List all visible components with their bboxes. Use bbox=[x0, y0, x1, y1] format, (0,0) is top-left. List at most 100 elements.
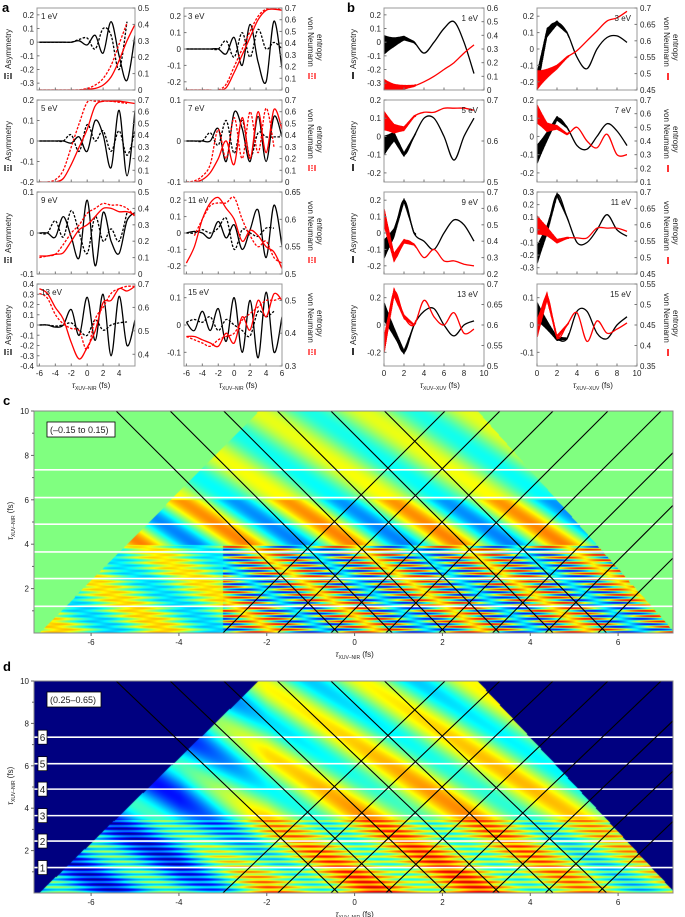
left-tick-label: 0.2 bbox=[23, 11, 35, 20]
right-tick-label: 0.6 bbox=[138, 303, 150, 312]
right-tick-label: 0.65 bbox=[640, 20, 656, 29]
line-number-label: 6 bbox=[40, 733, 46, 744]
series-asymmetry-solid bbox=[39, 21, 135, 82]
svg-text:τXUV–NIR(fs): τXUV–NIR(fs) bbox=[6, 766, 17, 805]
x-tick-label: 4 bbox=[528, 898, 533, 907]
x-axis-title: τXUV–XUV (fs) bbox=[573, 381, 613, 392]
right-tick-label: 0.5 bbox=[138, 188, 150, 197]
series-entropy-dashed bbox=[193, 196, 282, 264]
series-entropy-solid bbox=[39, 100, 135, 182]
entropy-label-line2: entropy bbox=[671, 34, 680, 61]
left-tick-label: -0.1 bbox=[167, 61, 181, 70]
x-tick-label: 2 bbox=[402, 369, 407, 378]
asymmetry-label: Asymmetry bbox=[4, 29, 13, 69]
line-number-box bbox=[37, 756, 48, 772]
x-tick-label: 2 bbox=[440, 638, 445, 647]
x-tick-label: -6 bbox=[183, 369, 191, 378]
x-tick-label: -2 bbox=[68, 369, 76, 378]
left-tick-label: -0.1 bbox=[520, 348, 534, 357]
asymmetry-label: Asymmetry bbox=[4, 305, 13, 345]
left-tick-label: -0.3 bbox=[367, 79, 381, 88]
ascending-crossing-line bbox=[385, 681, 609, 893]
left-tick-label: -0.2 bbox=[520, 169, 534, 178]
right-tick-label: 0.5 bbox=[640, 301, 652, 310]
left-tick-label: 0.1 bbox=[523, 29, 535, 38]
asymmetry-axis-title: Asymmetry bbox=[4, 29, 13, 79]
left-tick-label: -0.2 bbox=[367, 348, 381, 357]
x-tick-label: 0 bbox=[382, 369, 387, 378]
left-tick-label: 0.2 bbox=[370, 11, 382, 20]
x-tick-label: 0 bbox=[85, 369, 90, 378]
right-tick-label: 0.5 bbox=[138, 327, 150, 336]
left-tick-label: 0 bbox=[377, 229, 382, 238]
right-tick-label: 0.7 bbox=[138, 96, 150, 105]
x-tick-label: 6 bbox=[616, 638, 621, 647]
energy-label: 1 eV bbox=[41, 12, 58, 21]
right-tick-label: 0.6 bbox=[138, 108, 150, 117]
left-tick-label: 0 bbox=[530, 226, 535, 235]
y-tick-label: 10 bbox=[20, 677, 29, 686]
left-tick-label: 0.1 bbox=[523, 213, 535, 222]
line-number-box bbox=[37, 860, 48, 875]
right-tick-label: 0.5 bbox=[138, 4, 150, 13]
x-tick-label: 6 bbox=[280, 369, 285, 378]
left-tick-label: 0 bbox=[377, 132, 382, 141]
x-tick-label: -6 bbox=[36, 369, 44, 378]
series-asymmetry-solid bbox=[384, 115, 475, 161]
series-asymmetry-solid bbox=[384, 307, 475, 353]
right-tick-label: 0.2 bbox=[487, 59, 499, 68]
right-tick-label: 0.2 bbox=[487, 270, 499, 279]
right-tick-label: 0.7 bbox=[487, 96, 499, 105]
entropy-axis-title: von Neumann entropy bbox=[306, 17, 324, 79]
right-tick-label: 0.35 bbox=[640, 362, 656, 371]
entropy-label-line2: entropy bbox=[315, 310, 324, 337]
descending-crossing-line bbox=[115, 681, 339, 893]
left-tick-label: -0.1 bbox=[367, 245, 381, 254]
left-tick-label: 0.1 bbox=[170, 213, 182, 222]
x-tick-label: 6 bbox=[616, 898, 621, 907]
left-tick-label: 0 bbox=[530, 45, 535, 54]
x-tick-label: -4 bbox=[175, 638, 183, 647]
left-tick-label: 0.1 bbox=[23, 25, 35, 34]
y-tick-label: 4 bbox=[25, 804, 30, 813]
right-tick-label: 0.4 bbox=[487, 237, 499, 246]
left-tick-label: 0.2 bbox=[23, 301, 35, 310]
series-entropy-dashed bbox=[39, 100, 128, 182]
energy-label: 7 eV bbox=[615, 106, 632, 115]
subplot-b-13ev: -0.2 0 0.2 0.5 0.55 0.6 0.65 0.7 0 2 4 6 8 10 13 eV Asy… bbox=[349, 280, 503, 392]
left-tick-label: -0.3 bbox=[20, 79, 34, 88]
series-asymmetry-solid bbox=[186, 204, 282, 259]
left-tick-label: -0.3 bbox=[20, 352, 34, 361]
asymmetry-axis-title: Asymmetry bbox=[4, 305, 13, 355]
energy-label: 13 eV bbox=[41, 288, 63, 297]
right-tick-label: 0.5 bbox=[640, 70, 652, 79]
right-tick-label: 0.7 bbox=[640, 96, 652, 105]
x-tick-label: 10 bbox=[480, 369, 489, 378]
series-asymmetry-solid bbox=[39, 199, 135, 267]
left-tick-label: -0.3 bbox=[520, 264, 534, 273]
x-tick-label: 4 bbox=[528, 638, 533, 647]
descending-crossing-line bbox=[223, 681, 447, 893]
right-tick-label: 0.5 bbox=[285, 270, 297, 279]
asymmetry-axis-title: Asymmetry bbox=[349, 29, 358, 79]
left-tick-label: 0.1 bbox=[170, 29, 182, 38]
left-tick-label: 0.2 bbox=[370, 96, 382, 105]
right-tick-label: 0.55 bbox=[640, 237, 656, 246]
entropy-label-line2: entropy bbox=[315, 126, 324, 153]
entropy-label-line1: von Neumann bbox=[662, 201, 671, 251]
left-tick-label: 0.1 bbox=[523, 294, 535, 303]
left-tick-label: 0 bbox=[177, 45, 182, 54]
plot-frame bbox=[33, 410, 674, 634]
right-tick-label: 0.5 bbox=[285, 296, 297, 305]
right-tick-label: 0.4 bbox=[138, 350, 150, 359]
right-tick-label: 0.55 bbox=[487, 342, 503, 351]
left-tick-label: -0.1 bbox=[20, 52, 34, 61]
x-axis-title: τXUV–NIR(fs) bbox=[336, 910, 375, 917]
x-axis-title: τXUV–NIR(fs) bbox=[336, 650, 375, 661]
entropy-label-line1: von Neumann bbox=[306, 109, 315, 159]
right-tick-label: 0.1 bbox=[285, 74, 297, 83]
plot-frame bbox=[33, 680, 674, 894]
heatmap-overlay-d: (0.25–0.65) 1 2 3 4 5 6 -6 -4 -2 0 2 4 6 2 4 6 8 10 τXUV–NI… bbox=[6, 677, 674, 917]
line-number-box bbox=[37, 729, 48, 745]
